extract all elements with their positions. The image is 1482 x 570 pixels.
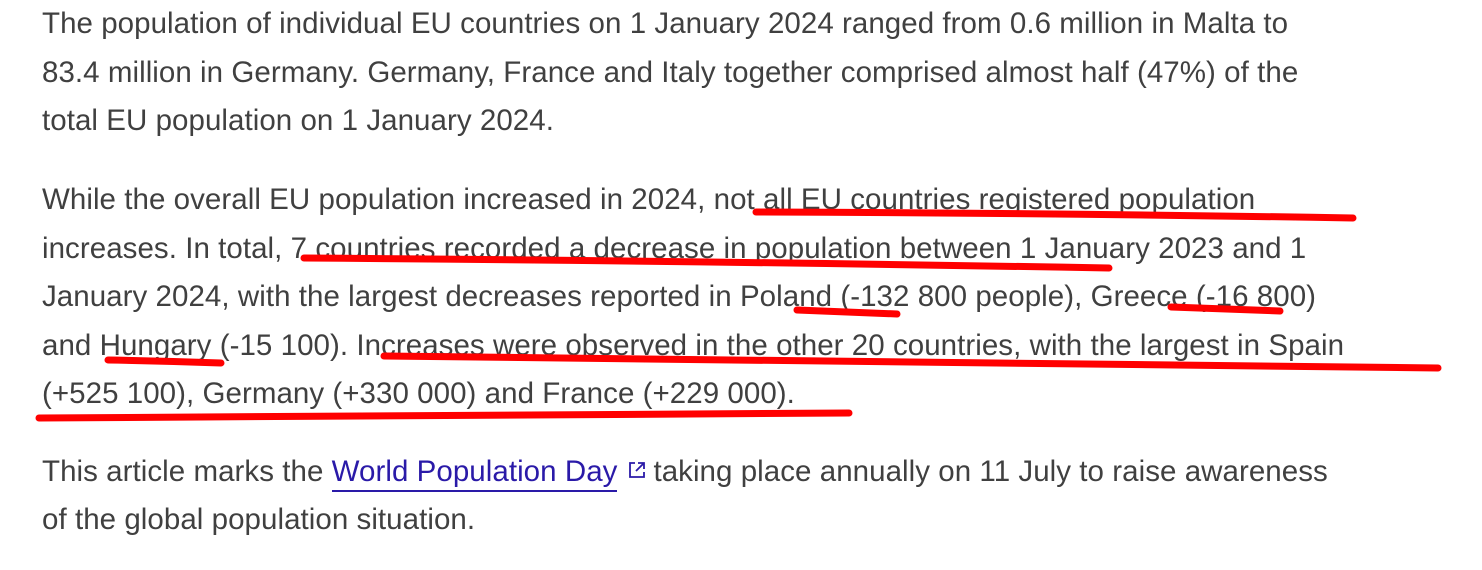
text-line: (+525 100), Germany (+330 000) and Franc… — [42, 370, 1344, 419]
text-line: This article marks the World Population … — [42, 447, 1328, 496]
highlighted-country-greece: Greece — [1090, 280, 1188, 313]
text-line: of the global population situation. — [42, 502, 476, 536]
text-fragment: This article marks the — [42, 455, 332, 489]
text-fragment: and — [42, 328, 100, 362]
external-link-icon[interactable] — [627, 447, 647, 496]
world-population-day-link[interactable]: World Population Day — [331, 455, 618, 493]
text-fragment: (-15 100). — [211, 328, 357, 362]
highlighted-phrase: (+525 100), Germany (+330 000) and Franc… — [42, 377, 787, 410]
text-fragment: January 2023 and 1 — [1036, 231, 1307, 265]
text-line: and Hungary (-15 100). Increases were ob… — [42, 322, 1344, 371]
text-fragment: increases. In total — [42, 231, 275, 265]
text-line: January 2024, with the largest decreases… — [42, 273, 1344, 322]
paragraph-world-population-day: This article marks the World Population … — [42, 447, 1328, 544]
text-line: The population of individual EU countrie… — [42, 7, 1289, 40]
highlighted-country-hungary: Hungary — [99, 328, 212, 362]
text-line: increases. In total, 7 countries recorde… — [42, 225, 1344, 274]
text-line: total EU population on 1 January 2024. — [42, 104, 554, 137]
highlighted-phrase: , not all EU countries registered popula… — [697, 183, 1256, 216]
text-fragment: January 2024, with the largest decreases… — [42, 280, 740, 313]
text-fragment: . — [786, 377, 795, 410]
highlighted-phrase: Increases were observed in the other 20 … — [356, 328, 1345, 362]
text-fragment: taking place annually on 11 July to rais… — [653, 455, 1328, 489]
text-fragment: (-132 800 people), — [832, 280, 1091, 313]
text-fragment: (-16 800) — [1187, 280, 1317, 313]
text-line: While the overall EU population increase… — [42, 176, 1344, 225]
paragraph-population-change: While the overall EU population increase… — [42, 176, 1344, 419]
paragraph-population-range: The population of individual EU countrie… — [42, 0, 1298, 146]
text-fragment: While the overall EU population increase… — [42, 183, 698, 216]
highlighted-phrase: , 7 countries recorded a decrease in pop… — [274, 231, 1037, 265]
highlighted-country-poland: Poland — [739, 280, 833, 313]
text-line: 83.4 million in Germany. Germany, France… — [42, 55, 1299, 89]
